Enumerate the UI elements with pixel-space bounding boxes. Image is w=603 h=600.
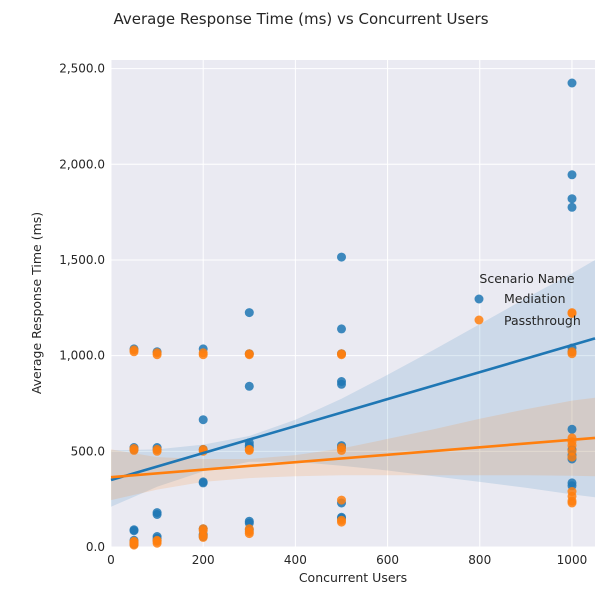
point-mediation xyxy=(567,424,577,434)
point-passthrough xyxy=(567,452,577,462)
y-tick-label: 0.0 xyxy=(86,540,105,554)
regression-lines xyxy=(110,337,596,482)
point-passthrough xyxy=(337,517,346,527)
point-passthrough xyxy=(129,445,139,455)
point-passthrough xyxy=(244,350,254,360)
point-mediation xyxy=(198,478,208,488)
legend: Scenario Name Mediation Passthrough xyxy=(474,271,581,328)
x-tick-label: 1000 xyxy=(557,553,588,567)
legend-label-mediation: Mediation xyxy=(504,291,566,306)
point-passthrough xyxy=(337,445,346,455)
point-mediation xyxy=(337,252,346,262)
point-passthrough xyxy=(198,350,208,360)
point-passthrough xyxy=(129,540,139,550)
y-tick-label: 2,500.0 xyxy=(59,62,105,76)
legend-marker-mediation xyxy=(474,294,484,304)
grid-lines xyxy=(110,60,595,548)
x-tick-label: 0 xyxy=(107,553,115,567)
point-passthrough xyxy=(152,446,162,456)
point-mediation xyxy=(244,381,254,391)
legend-marker-passthrough xyxy=(474,315,484,325)
point-passthrough xyxy=(198,532,208,542)
point-passthrough xyxy=(567,498,577,508)
plot-area xyxy=(111,60,595,547)
x-tick-label: 200 xyxy=(192,553,215,567)
point-mediation xyxy=(152,510,162,519)
regression-line-passthrough xyxy=(110,436,596,479)
ci-band-passthrough xyxy=(111,397,595,501)
point-passthrough xyxy=(129,347,139,357)
y-tick-label: 2,000.0 xyxy=(59,157,105,171)
legend-title: Scenario Name xyxy=(479,271,575,286)
point-mediation xyxy=(567,78,577,88)
x-tick-label: 400 xyxy=(284,553,307,567)
point-passthrough xyxy=(244,445,254,455)
point-passthrough xyxy=(337,350,346,360)
point-mediation xyxy=(337,324,346,334)
point-mediation xyxy=(129,526,139,536)
point-mediation xyxy=(567,194,577,204)
point-passthrough xyxy=(337,495,346,505)
x-tick-label: 600 xyxy=(376,553,399,567)
x-axis-ticks: 0 200 400 600 800 1000 xyxy=(107,553,587,567)
y-tick-label: 500.0 xyxy=(71,444,105,458)
data-points xyxy=(129,78,577,550)
regression-line-mediation xyxy=(110,337,596,482)
y-tick-label: 1,500.0 xyxy=(59,253,105,267)
x-axis-title: Concurrent Users xyxy=(299,570,407,585)
legend-label-passthrough: Passthrough xyxy=(504,313,581,328)
point-mediation xyxy=(198,415,208,425)
point-passthrough xyxy=(152,350,162,360)
point-mediation xyxy=(244,308,254,318)
point-passthrough xyxy=(152,538,162,548)
x-tick-label: 800 xyxy=(468,553,491,567)
point-mediation xyxy=(337,379,346,389)
point-passthrough xyxy=(567,349,577,359)
chart-title: Average Response Time (ms) vs Concurrent… xyxy=(113,10,488,28)
point-mediation xyxy=(567,202,577,212)
y-tick-label: 1,000.0 xyxy=(59,349,105,363)
point-passthrough xyxy=(244,529,254,539)
y-axis-title: Average Response Time (ms) xyxy=(29,212,44,394)
point-mediation xyxy=(567,170,577,180)
point-passthrough xyxy=(567,309,577,318)
y-axis-ticks: 0.0 500.0 1,000.0 1,500.0 2,000.0 2,500.0 xyxy=(59,62,105,554)
